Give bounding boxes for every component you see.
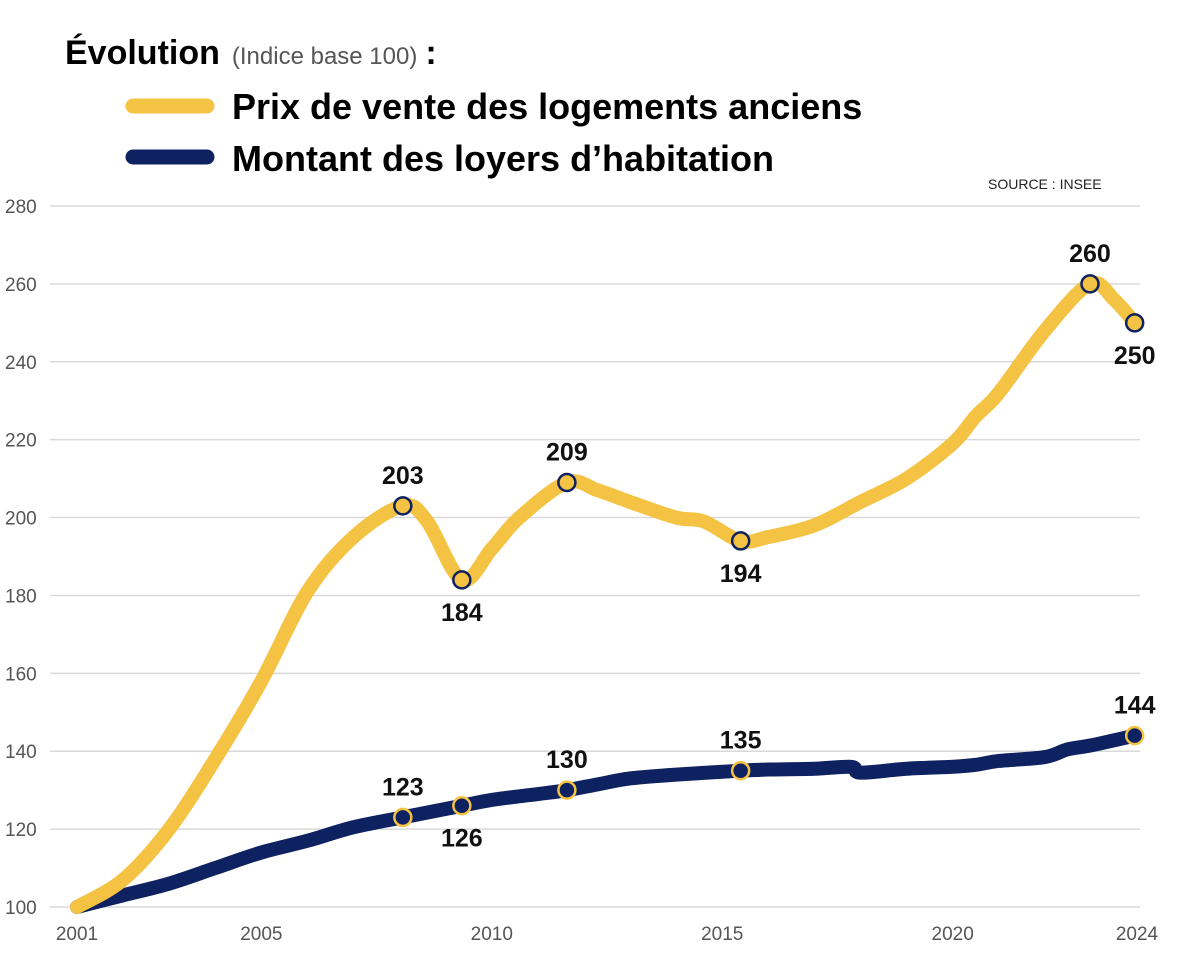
data-label: 130 <box>546 746 588 774</box>
y-tick-label: 220 <box>5 431 37 452</box>
data-point-marker <box>730 531 751 551</box>
x-tick-label: 2001 <box>56 924 98 945</box>
chart-title: Évolution (Indice base 100): <box>65 34 437 72</box>
y-tick-label: 240 <box>5 353 37 374</box>
y-tick-label: 180 <box>5 586 37 607</box>
data-point-marker <box>452 570 472 590</box>
data-point-marker <box>1124 725 1145 746</box>
data-label: 126 <box>441 825 483 853</box>
data-point-marker <box>557 780 577 800</box>
rent-series-line <box>70 728 1142 914</box>
data-label: 209 <box>546 439 588 467</box>
data-point-marker <box>1080 274 1100 294</box>
data-point-marker <box>557 472 577 493</box>
x-tick-label: 2005 <box>240 924 282 945</box>
price-series-line <box>70 275 1142 914</box>
y-tick-label: 160 <box>5 664 37 685</box>
legend-label-rent: Montant des loyers d’habitation <box>232 138 774 179</box>
x-tick-label: 2015 <box>701 924 743 945</box>
data-label: 250 <box>1114 342 1156 370</box>
data-point-marker <box>393 496 413 516</box>
data-label: 184 <box>441 599 483 627</box>
y-tick-label: 260 <box>5 275 37 296</box>
legend-label-price: Prix de vente des logements anciens <box>232 86 862 127</box>
data-point-marker <box>730 760 751 781</box>
x-tick-label: 2010 <box>471 924 513 945</box>
data-label: 144 <box>1114 692 1156 720</box>
data-label: 194 <box>720 560 762 588</box>
y-tick-label: 200 <box>5 509 37 530</box>
data-label: 260 <box>1069 240 1111 268</box>
source-note: SOURCE : INSEE <box>988 176 1102 192</box>
data-point-marker <box>452 795 472 816</box>
y-tick-label: 120 <box>5 820 37 841</box>
data-label: 203 <box>382 462 424 490</box>
data-point-marker <box>393 807 413 828</box>
data-label: 123 <box>382 773 424 801</box>
data-label: 135 <box>720 727 762 755</box>
legend: Prix de vente des logements anciens Mont… <box>125 86 862 179</box>
x-tick-label: 2024 <box>1116 924 1159 945</box>
y-tick-label: 280 <box>5 197 37 218</box>
y-tick-label: 100 <box>5 898 37 919</box>
x-tick-label: 2020 <box>932 924 974 945</box>
y-tick-label: 140 <box>5 742 37 763</box>
data-point-marker <box>1124 313 1145 333</box>
